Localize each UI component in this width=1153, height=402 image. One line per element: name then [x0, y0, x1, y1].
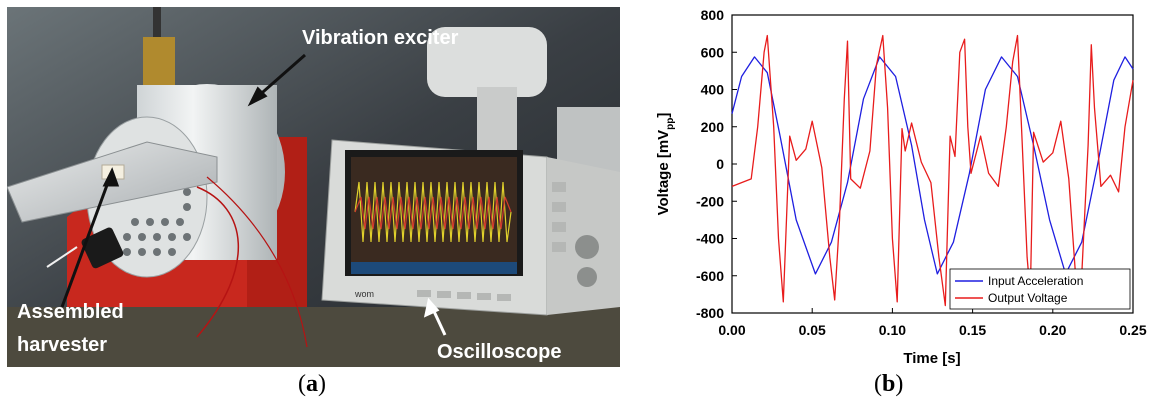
label-vibration-exciter: Vibration exciter — [302, 27, 459, 49]
arrow-harvester — [60, 176, 112, 308]
legend-label-input: Input Acceleration — [988, 274, 1083, 288]
legend-label-output: Output Voltage — [988, 291, 1068, 305]
x-tick-label: 0.10 — [879, 322, 906, 338]
arrow-exciter — [254, 53, 306, 101]
label-assembled: Assembled — [17, 301, 124, 323]
y-tick-label: -600 — [696, 268, 724, 284]
face-holes — [123, 188, 191, 256]
label-oscilloscope: Oscilloscope — [437, 341, 562, 363]
brass-fitting — [143, 37, 175, 92]
scope-buttons — [417, 182, 566, 301]
y-tick-label: -400 — [696, 231, 724, 247]
arrowhead-exciter — [247, 86, 268, 107]
x-tick-label: 0.20 — [1039, 322, 1066, 338]
y-tick-label: 200 — [701, 119, 725, 135]
y-tick-label: 0 — [716, 156, 724, 172]
series-layer — [731, 34, 1134, 307]
label-harvester: harvester — [17, 334, 107, 356]
series-line-output-voltage — [731, 34, 1134, 307]
legend-box — [949, 268, 1131, 310]
y-tick-label: 600 — [701, 44, 725, 60]
y-axis-title: Voltage [mVpp] — [655, 113, 676, 216]
panel-label-b: (b) — [874, 371, 904, 397]
oscilloscope-device: wom — [321, 139, 620, 316]
scope-screen — [351, 157, 517, 267]
white-wire — [46, 246, 78, 268]
arrowhead-scope — [423, 297, 440, 318]
y-tick-label: -200 — [696, 193, 724, 209]
scope-trace-red — [354, 196, 512, 230]
y-tick-label: 400 — [701, 82, 725, 98]
red-wire-2 — [206, 176, 308, 348]
scope-status-bar — [351, 262, 517, 274]
x-tick-label: 0.00 — [718, 322, 745, 338]
scope-knob — [575, 235, 599, 259]
callout-arrows — [60, 53, 447, 336]
x-axis-title: Time [s] — [903, 350, 960, 367]
x-tick-label: 0.15 — [959, 322, 986, 338]
bench-surface — [7, 307, 620, 367]
y-tick-label: -800 — [696, 305, 724, 321]
x-axis: 0.00 0.05 0.10 0.15 0.20 0.25 — [718, 308, 1147, 338]
legend: Input Acceleration Output Voltage — [949, 268, 1131, 310]
x-tick-label: 0.25 — [1119, 322, 1146, 338]
scope-trace-yellow — [354, 181, 512, 243]
setup-photo: wom Vibration exciter Assembled harveste… — [7, 7, 620, 367]
y-tick-label: 800 — [701, 7, 725, 23]
y-axis: 800 600 400 200 0 -200 -400 -600 -800 — [696, 7, 737, 321]
panel-label-a: (a) — [298, 371, 326, 397]
x-tick-label: 0.05 — [799, 322, 826, 338]
red-wire — [196, 186, 240, 338]
plot-frame — [731, 14, 1134, 314]
microscope-body — [427, 27, 547, 97]
scope-knob-2 — [577, 267, 597, 287]
sensor-clip — [81, 227, 124, 269]
arrowhead-harvester — [102, 167, 120, 187]
scope-brand: wom — [354, 289, 374, 299]
